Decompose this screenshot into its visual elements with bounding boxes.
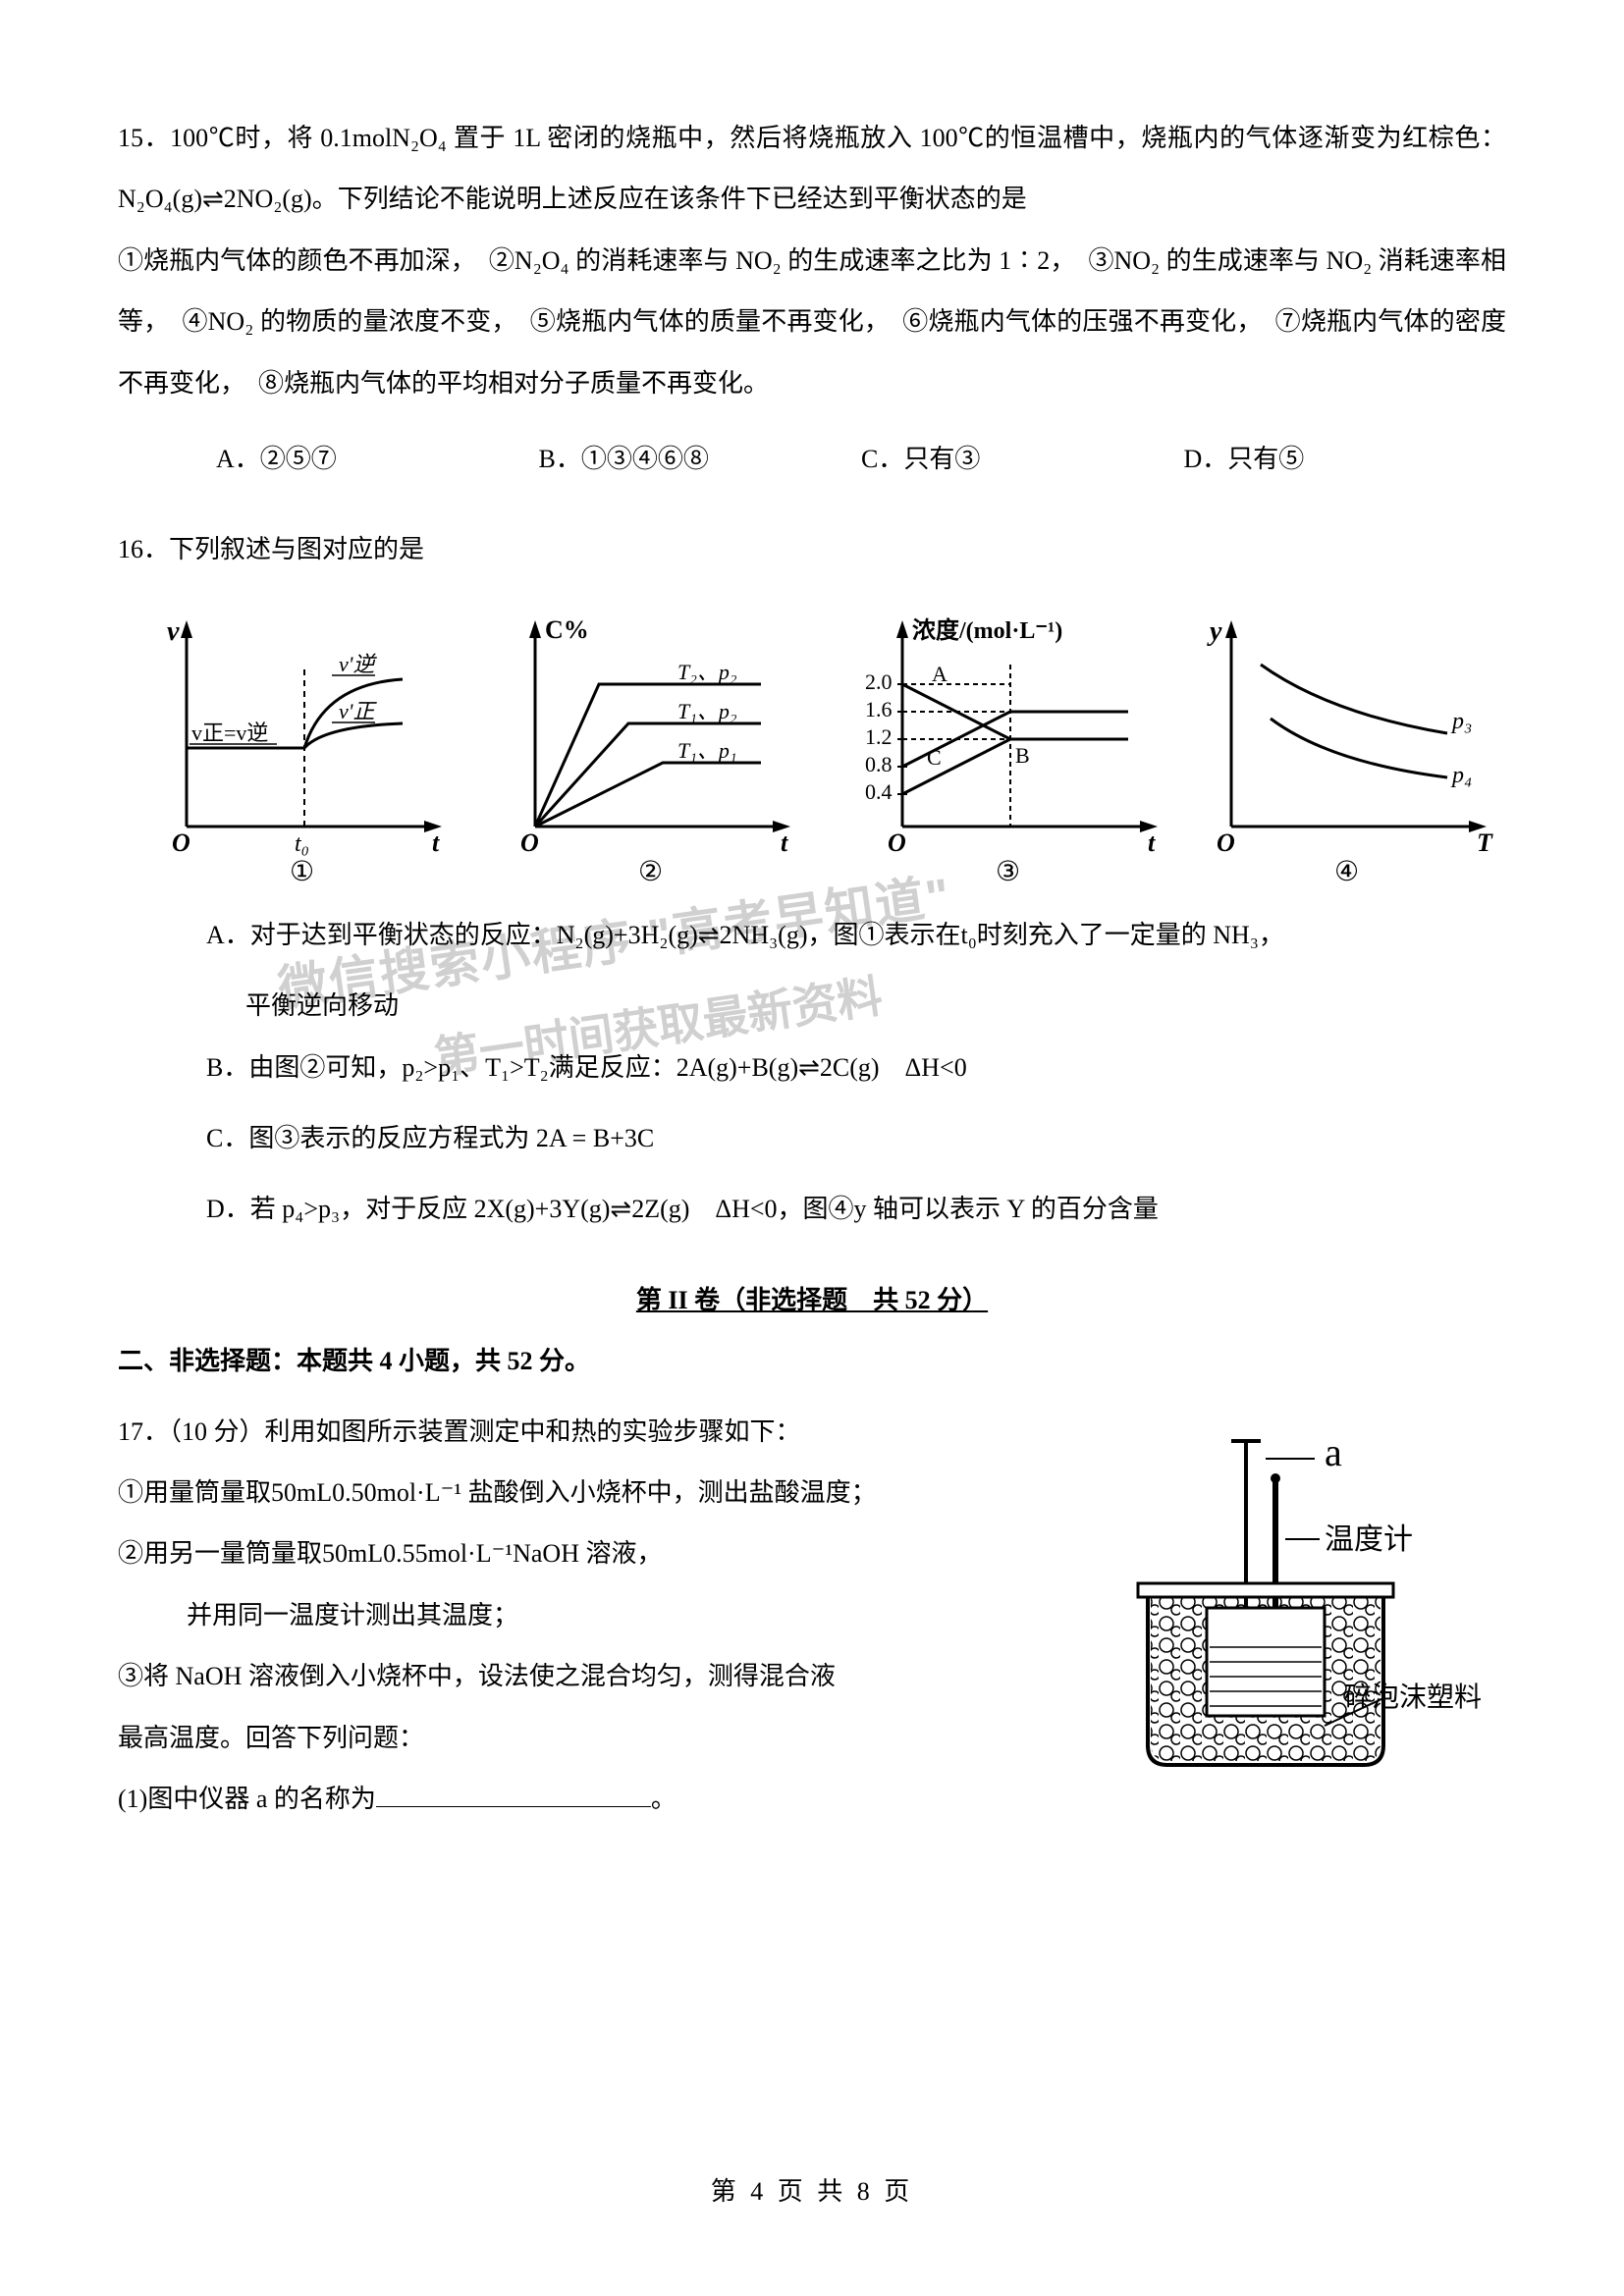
svg-text:C%: C% bbox=[545, 615, 589, 644]
q17-step3b: 最高温度。回答下列问题： bbox=[118, 1708, 1094, 1769]
q17-apparatus-column: a 温度计 bbox=[1094, 1402, 1506, 1831]
svg-text:v'逆: v'逆 bbox=[339, 652, 377, 676]
q17-step1: ①用量筒量取50mL0.50mol·L⁻¹ 盐酸倒入小烧杯中，测出盐酸温度； bbox=[118, 1463, 1094, 1523]
svg-text:p₃: p₃ bbox=[1450, 709, 1472, 734]
q15-options: A．②⑤⑦ B．①③④⑥⑧ C．只有③ D．只有⑤ bbox=[118, 429, 1506, 490]
svg-text:v正=v逆: v正=v逆 bbox=[191, 721, 268, 745]
svg-text:a: a bbox=[1325, 1430, 1342, 1474]
svg-text:v: v bbox=[167, 616, 180, 647]
page-footer: 第 4 页 共 8 页 bbox=[0, 2171, 1624, 2208]
svg-text:t₀: t₀ bbox=[295, 831, 309, 857]
q15-option-d: D．只有⑤ bbox=[1184, 429, 1507, 490]
page-content: 15．100℃时，将 0.1molN₂O₄ 置于 1L 密闭的烧瓶中，然后将烧瓶… bbox=[118, 108, 1506, 1830]
svg-text:2.0: 2.0 bbox=[865, 669, 893, 694]
svg-text:1.2: 1.2 bbox=[865, 724, 893, 749]
svg-text:y: y bbox=[1207, 616, 1222, 647]
q15-option-a: A．②⑤⑦ bbox=[216, 429, 539, 490]
figure-3: 浓度/(mol·L⁻¹) t O 2.0 1.6 1.2 0.8 0.4 bbox=[843, 611, 1158, 885]
question-16: 16．下列叙述与图对应的是 v t O v'逆 v'正 v正=v逆 bbox=[118, 519, 1506, 1240]
figure-4: y T O p₃ p₄ ④ bbox=[1192, 611, 1506, 885]
svg-text:T₁、p₁: T₁、p₁ bbox=[677, 738, 737, 763]
figure-2: C% t O T₂、p₂ T₁、p₂ T₁、p₁ ② bbox=[496, 611, 810, 885]
svg-text:碎泡沫塑料: 碎泡沫塑料 bbox=[1344, 1682, 1482, 1713]
question-17: 17．（10 分）利用如图所示装置测定中和热的实验步骤如下： ①用量筒量取50m… bbox=[118, 1402, 1506, 1831]
q17-sub1: (1)图中仪器 a 的名称为。 bbox=[118, 1769, 1094, 1830]
svg-text:温度计: 温度计 bbox=[1325, 1523, 1413, 1556]
figure-1: v t O v'逆 v'正 v正=v逆 t₀ ① bbox=[147, 611, 461, 885]
svg-text:0.8: 0.8 bbox=[865, 752, 893, 776]
q17-step3: ③将 NaOH 溶液倒入小烧杯中，设法使之混合均匀，测得混合液 bbox=[118, 1646, 1094, 1707]
apparatus-diagram: a 温度计 bbox=[1094, 1421, 1487, 1794]
q16-option-a: A．对于达到平衡状态的反应：N₂(g)+3H₂(g)⇌2NH₃(g)，图①表示在… bbox=[118, 905, 1506, 966]
svg-text:T₂、p₂: T₂、p₂ bbox=[677, 660, 737, 684]
svg-text:0.4: 0.4 bbox=[865, 779, 893, 804]
svg-text:t: t bbox=[432, 828, 440, 857]
q17-text-column: 17．（10 分）利用如图所示装置测定中和热的实验步骤如下： ①用量筒量取50m… bbox=[118, 1402, 1094, 1831]
section-2-title: 第 II 卷（非选择题 共 52 分） bbox=[118, 1280, 1506, 1316]
q15-option-b: B．①③④⑥⑧ bbox=[539, 429, 862, 490]
svg-text:③: ③ bbox=[996, 857, 1020, 885]
section-2-subtitle: 二、非选择题：本题共 4 小题，共 52 分。 bbox=[118, 1341, 1506, 1377]
q16-figures: v t O v'逆 v'正 v正=v逆 t₀ ① bbox=[147, 611, 1506, 885]
svg-text:1.6: 1.6 bbox=[865, 697, 893, 721]
svg-text:①: ① bbox=[290, 857, 314, 885]
q15-conditions: ①烧瓶内气体的颜色不再加深， ②N₂O₄ 的消耗速率与 NO₂ 的生成速率之比为… bbox=[118, 231, 1506, 414]
q17-stem: 17．（10 分）利用如图所示装置测定中和热的实验步骤如下： bbox=[118, 1402, 1094, 1463]
q16-stem: 16．下列叙述与图对应的是 bbox=[118, 519, 1506, 580]
q16-option-d: D．若 p₄>p₃，对于反应 2X(g)+3Y(g)⇌2Z(g) ΔH<0，图④… bbox=[118, 1179, 1506, 1240]
q16-option-a-sub: 平衡逆向移动 bbox=[118, 976, 1506, 1037]
svg-text:t: t bbox=[1148, 828, 1156, 857]
q15-option-c: C．只有③ bbox=[861, 429, 1184, 490]
svg-text:p₄: p₄ bbox=[1450, 763, 1472, 788]
svg-text:C: C bbox=[927, 745, 942, 770]
svg-text:O: O bbox=[888, 828, 906, 857]
question-15: 15．100℃时，将 0.1molN₂O₄ 置于 1L 密闭的烧瓶中，然后将烧瓶… bbox=[118, 108, 1506, 490]
q16-option-b: B．由图②可知，p₂>p₁、T₁>T₂满足反应：2A(g)+B(g)⇌2C(g)… bbox=[118, 1038, 1506, 1098]
svg-text:O: O bbox=[520, 828, 539, 857]
svg-text:A: A bbox=[932, 662, 947, 686]
svg-text:浓度/(mol·L⁻¹): 浓度/(mol·L⁻¹) bbox=[912, 616, 1062, 644]
svg-text:O: O bbox=[1217, 828, 1235, 857]
q15-stem: 15．100℃时，将 0.1molN₂O₄ 置于 1L 密闭的烧瓶中，然后将烧瓶… bbox=[118, 108, 1506, 231]
svg-text:T: T bbox=[1477, 828, 1493, 857]
svg-text:t: t bbox=[781, 828, 788, 857]
q17-step2: ②用另一量筒量取50mL0.55mol·L⁻¹NaOH 溶液， bbox=[118, 1523, 1094, 1584]
svg-text:②: ② bbox=[638, 857, 663, 885]
q17-step2b: 并用同一温度计测出其温度； bbox=[118, 1585, 1094, 1646]
svg-text:④: ④ bbox=[1334, 857, 1359, 885]
svg-text:B: B bbox=[1015, 743, 1030, 768]
svg-text:T₁、p₂: T₁、p₂ bbox=[677, 699, 737, 723]
svg-text:v'正: v'正 bbox=[339, 699, 377, 723]
svg-text:O: O bbox=[172, 828, 190, 857]
q16-option-c: C．图③表示的反应方程式为 2A = B+3C bbox=[118, 1108, 1506, 1169]
